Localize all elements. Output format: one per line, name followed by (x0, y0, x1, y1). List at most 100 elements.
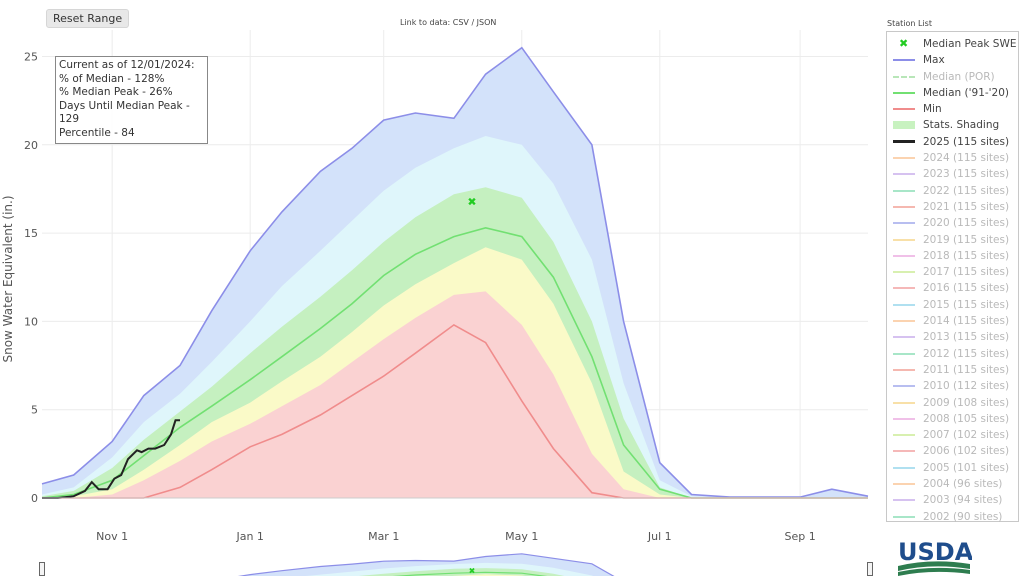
legend-item[interactable]: 2007 (102 sites) (887, 427, 1018, 443)
legend-label: 2007 (102 sites) (923, 429, 1010, 442)
x-tick-label: May 1 (505, 530, 538, 543)
legend-swatch (893, 222, 915, 225)
slider-band (358, 568, 565, 576)
slider-series-line (392, 571, 548, 576)
legend-item[interactable]: 2022 (115 sites) (887, 183, 1018, 199)
legend-item[interactable]: Max (887, 52, 1018, 68)
y-tick-label: 15 (24, 227, 38, 240)
legend-label: 2011 (115 sites) (923, 363, 1010, 376)
info-line: % Median Peak - 26% (59, 86, 173, 99)
legend-item[interactable]: 2002 (90 sites) (887, 509, 1018, 525)
legend-label: 2005 (101 sites) (923, 461, 1010, 474)
legend-label: 2009 (108 sites) (923, 396, 1010, 409)
legend-item[interactable]: 2018 (115 sites) (887, 248, 1018, 264)
legend-item[interactable]: 2006 (102 sites) (887, 443, 1018, 459)
legend-label: 2018 (115 sites) (923, 249, 1010, 262)
median-peak-marker: ✖ (467, 195, 476, 208)
legend-label: 2022 (115 sites) (923, 184, 1010, 197)
y-tick-label: 20 (24, 139, 38, 152)
legend-item[interactable]: 2003 (94 sites) (887, 492, 1018, 508)
legend-item[interactable]: 2008 (105 sites) (887, 411, 1018, 427)
legend-item[interactable]: 2004 (96 sites) (887, 476, 1018, 492)
data-link[interactable]: Link to data: CSV / JSON (400, 18, 497, 27)
legend-swatch (893, 417, 915, 420)
legend-label: 2024 (115 sites) (923, 152, 1010, 165)
x-tick-label: Jul 1 (647, 530, 672, 543)
usda-logo-swoosh (898, 561, 970, 571)
legend-swatch (893, 466, 915, 469)
legend-item[interactable]: Median (POR) (887, 69, 1018, 85)
legend-swatch (893, 271, 915, 274)
legend-swatch (893, 254, 915, 257)
legend-swatch (893, 287, 915, 290)
legend-label: Stats. Shading (923, 119, 1000, 132)
legend-label: 2017 (115 sites) (923, 266, 1010, 279)
legend-item[interactable]: 2023 (115 sites) (887, 166, 1018, 182)
legend-item[interactable]: 2014 (115 sites) (887, 313, 1018, 329)
slider-series-line (237, 553, 615, 576)
x-tick-label: Mar 1 (368, 530, 399, 543)
station-list-title: Station List (887, 19, 932, 28)
station-list-legend: ✖ Median Peak SWE Max Median (POR) Median ('… (886, 31, 1019, 525)
current-status-box: Current as of 12/01/2024: % of Median - … (55, 56, 208, 144)
legend-swatch (893, 368, 915, 371)
legend-label: 2010 (112 sites) (923, 380, 1010, 393)
legend-item[interactable]: 2024 (115 sites) (887, 150, 1018, 166)
y-tick-label: 0 (31, 492, 38, 505)
legend-swatch (893, 108, 915, 111)
legend-swatch (893, 238, 915, 241)
legend-item[interactable]: 2010 (112 sites) (887, 378, 1018, 394)
legend-item[interactable]: Median ('91-'20) (887, 85, 1018, 101)
legend-item[interactable]: 2013 (115 sites) (887, 329, 1018, 345)
legend-swatch (893, 434, 915, 437)
legend-label: 2013 (115 sites) (923, 331, 1010, 344)
y-tick-label: 25 (24, 50, 38, 63)
legend-swatch (893, 352, 915, 355)
legend-item[interactable]: ✖ Median Peak SWE (887, 36, 1018, 52)
y-tick-label: 5 (31, 404, 38, 417)
legend-swatch (893, 75, 915, 78)
range-slider-left-handle[interactable] (39, 562, 45, 576)
legend-label: 2021 (115 sites) (923, 200, 1010, 213)
legend-swatch (893, 483, 915, 486)
usda-logo: USDA (898, 538, 972, 576)
x-tick-label: Jan 1 (235, 530, 263, 543)
range-slider-right-handle[interactable] (867, 562, 873, 576)
legend-item[interactable]: 2021 (115 sites) (887, 199, 1018, 215)
legend-item[interactable]: 2012 (115 sites) (887, 346, 1018, 362)
legend-item[interactable]: 2016 (115 sites) (887, 280, 1018, 296)
legend-label: 2012 (115 sites) (923, 347, 1010, 360)
legend-item[interactable]: 2005 (101 sites) (887, 460, 1018, 476)
x-tick-label: Nov 1 (96, 530, 128, 543)
legend-swatch (893, 189, 915, 192)
info-line: % of Median - 128% (59, 72, 165, 85)
legend-label: Min (923, 103, 942, 116)
legend-label: 2008 (105 sites) (923, 412, 1010, 425)
swe-chart[interactable]: ✖ 0 5 10 15 20 25 Nov 1 Jan 1 Mar 1 May 1 Jul 1 Sep… (0, 0, 880, 576)
legend-item[interactable]: Min (887, 101, 1018, 117)
legend-swatch (893, 336, 915, 339)
legend-item[interactable]: Stats. Shading (887, 117, 1018, 133)
legend-swatch (893, 515, 915, 518)
range-slider[interactable]: ✖ (42, 553, 868, 576)
legend-item[interactable]: 2025 (115 sites) (887, 134, 1018, 150)
legend-label: 2015 (115 sites) (923, 298, 1010, 311)
legend-swatch (893, 157, 915, 160)
legend-item[interactable]: 2009 (108 sites) (887, 395, 1018, 411)
legend-swatch (893, 139, 915, 143)
legend-swatch (893, 205, 915, 208)
median-peak-marker-icon: ✖ (899, 37, 909, 50)
legend-swatch (893, 303, 915, 306)
legend-swatch (893, 173, 915, 176)
legend-item[interactable]: 2017 (115 sites) (887, 264, 1018, 280)
legend-label: Median (POR) (923, 70, 995, 83)
legend-label: 2004 (96 sites) (923, 478, 1003, 491)
legend-item[interactable]: 2015 (115 sites) (887, 297, 1018, 313)
legend-swatch (893, 385, 915, 388)
legend-item[interactable]: 2020 (115 sites) (887, 215, 1018, 231)
slider-median-peak-marker: ✖ (469, 567, 476, 576)
reset-range-button[interactable]: Reset Range (46, 9, 130, 28)
legend-item[interactable]: 2011 (115 sites) (887, 362, 1018, 378)
x-tick-label: Sep 1 (784, 530, 815, 543)
legend-item[interactable]: 2019 (115 sites) (887, 232, 1018, 248)
